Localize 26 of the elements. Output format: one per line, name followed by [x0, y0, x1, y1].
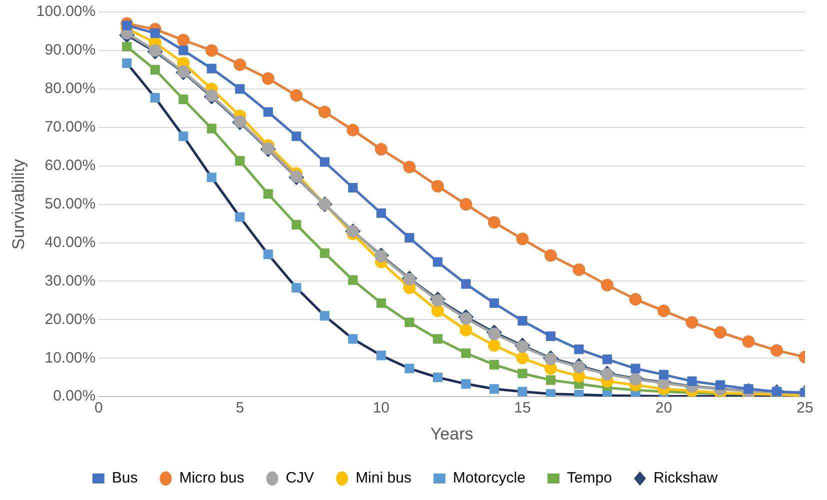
- y-tick-label: 80.00%: [44, 80, 96, 98]
- x-tick-label: 5: [236, 400, 244, 417]
- y-tick-label: 10.00%: [44, 349, 96, 366]
- y-tick-label: 100.00%: [36, 3, 96, 20]
- y-axis-title: Survivability: [8, 158, 28, 250]
- x-tick-label: 20: [655, 400, 672, 417]
- legend-label: Micro bus: [179, 470, 244, 487]
- x-tick-label: 10: [372, 400, 390, 417]
- y-tick-label: 30.00%: [44, 272, 96, 290]
- legend-label: CJV: [286, 470, 314, 487]
- y-tick-label: 70.00%: [44, 118, 96, 136]
- x-tick-label: 15: [514, 400, 531, 417]
- legend-label: Mini bus: [356, 470, 412, 487]
- y-tick-label: 0.00%: [53, 388, 96, 405]
- legend-label: Tempo: [566, 470, 612, 487]
- y-tick-label: 50.00%: [44, 195, 96, 212]
- y-tick-label: 60.00%: [44, 156, 96, 174]
- x-tick-label: 25: [796, 400, 814, 417]
- legend-label: Rickshaw: [653, 470, 718, 487]
- x-axis-title: Years: [430, 424, 474, 444]
- y-tick-label: 20.00%: [44, 310, 96, 328]
- y-tick-label: 90.00%: [44, 42, 96, 59]
- legend-label: Motorcycle: [452, 470, 526, 487]
- legend-label: Bus: [112, 470, 138, 487]
- x-tick-label: 0: [94, 400, 103, 417]
- y-tick-label: 40.00%: [44, 234, 96, 251]
